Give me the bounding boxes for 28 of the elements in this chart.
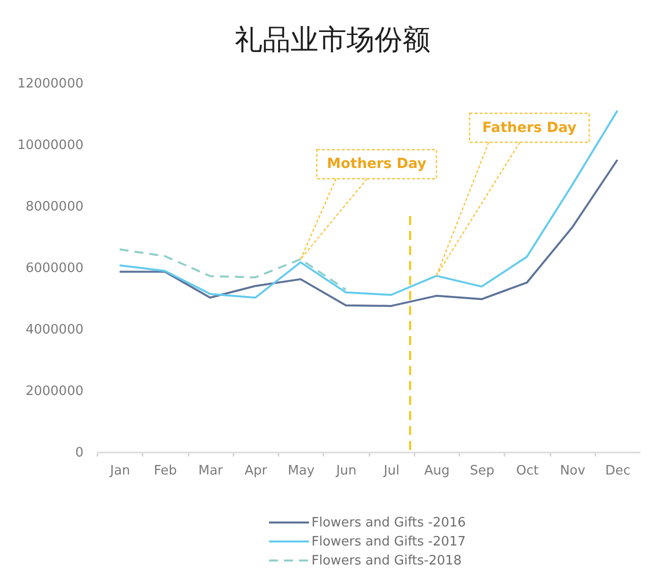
x-tick-label: Jun [335,464,357,478]
x-tick-label: Oct [516,464,539,478]
y-tick-label: 4000000 [26,322,84,338]
y-tick-label: 2000000 [26,384,84,399]
y-tick-label: 0 [75,446,84,460]
line-series [118,248,347,291]
y-tick-label: 8000000 [26,200,84,214]
annotation: Fathers Day [482,120,576,136]
legend-label: Flowers and Gifts -2016 [312,516,466,530]
x-tick-label: Sep [470,464,494,478]
y-tick-label: 10000000 [17,138,84,153]
x-tick-label: Jan [109,464,130,478]
legend-label: Flowers and Gifts-2018 [312,554,462,568]
x-tick-label: Apr [244,464,268,478]
y-tick-label: 6000000 [26,261,84,276]
x-tick-label: Aug [424,464,450,478]
x-tick-label: Mar [198,464,224,478]
x-tick-label: May [288,464,315,478]
chart-title: 礼品业市场份额 [234,23,430,56]
x-tick-label: Dec [605,464,630,478]
x-tick-label: Jul [382,464,400,478]
x-tick-label: Feb [154,464,177,478]
legend-label: Flowers and Gifts -2017 [312,534,466,550]
y-tick-label: 12000000 [17,76,84,92]
annotation: Mothers Day [326,156,426,172]
line-series [118,110,618,299]
x-tick-label: Nov [560,464,586,478]
line-series [118,158,618,307]
